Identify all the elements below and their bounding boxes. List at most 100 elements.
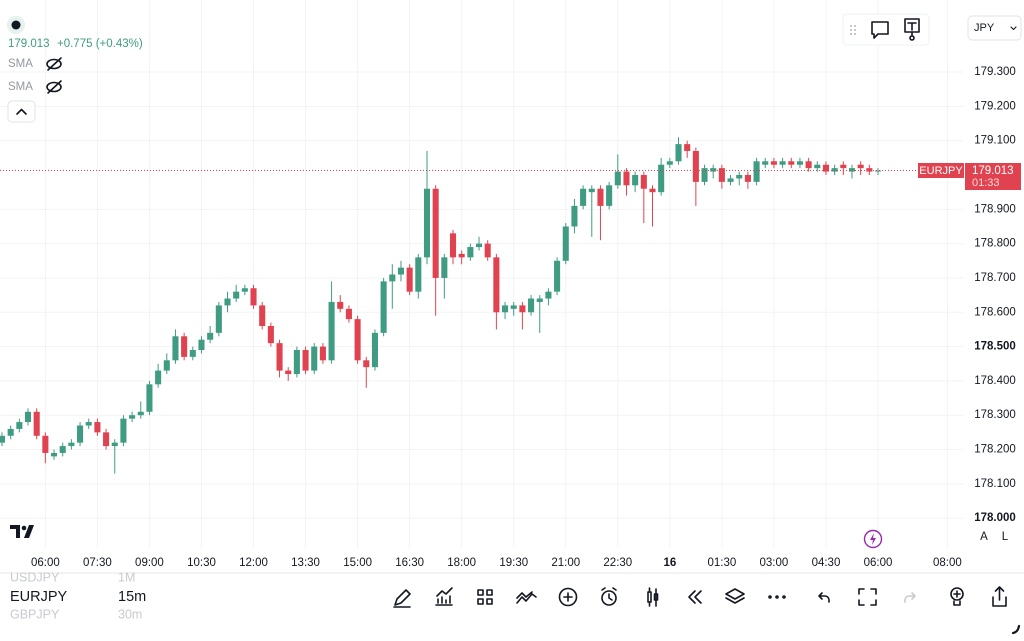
candle-body bbox=[59, 446, 66, 453]
candle-body bbox=[129, 415, 136, 419]
candle-body bbox=[241, 288, 248, 292]
candle-body bbox=[233, 291, 240, 299]
x-tick-label: 10:30 bbox=[187, 557, 216, 569]
candle-body bbox=[779, 161, 786, 165]
symbol-option[interactable]: USDJPY bbox=[10, 570, 60, 584]
templates-icon[interactable] bbox=[477, 589, 493, 605]
candle-body bbox=[16, 422, 23, 429]
candle-body bbox=[423, 188, 431, 258]
text-icon[interactable] bbox=[904, 18, 920, 41]
add-icon[interactable] bbox=[558, 587, 578, 607]
candle-body bbox=[103, 432, 110, 447]
interval-option[interactable]: 1M bbox=[118, 570, 135, 584]
x-tick-label: 18:00 bbox=[447, 557, 476, 569]
share-icon[interactable] bbox=[992, 586, 1007, 607]
status-dot bbox=[11, 20, 21, 30]
indicators-icon[interactable] bbox=[435, 587, 453, 606]
interval-option[interactable]: 30m bbox=[118, 607, 142, 621]
compare-icon[interactable] bbox=[516, 591, 537, 604]
x-tick-label: 16:30 bbox=[395, 557, 424, 569]
candle-body bbox=[580, 188, 587, 206]
y-tick-label: 178.800 bbox=[974, 238, 1016, 250]
chart-type-icon[interactable] bbox=[647, 587, 659, 607]
x-tick-label: 06:00 bbox=[864, 557, 893, 569]
candle-body bbox=[710, 168, 717, 172]
candle-body bbox=[519, 305, 526, 313]
resize-corner bbox=[1011, 624, 1021, 635]
x-tick-label: 16 bbox=[663, 557, 676, 569]
candle-body bbox=[528, 298, 535, 313]
candle-body bbox=[571, 205, 578, 227]
hide-icon[interactable] bbox=[46, 80, 62, 94]
candle-body bbox=[7, 428, 14, 436]
x-tick-label: 21:00 bbox=[551, 557, 580, 569]
hide-icon[interactable] bbox=[46, 57, 62, 71]
candle-body bbox=[146, 384, 153, 412]
candle-body bbox=[536, 298, 543, 302]
undo-icon[interactable] bbox=[818, 592, 830, 603]
comment-icon[interactable] bbox=[871, 21, 889, 39]
alert-icon[interactable] bbox=[601, 587, 617, 606]
symbol-option[interactable]: GBPJPY bbox=[10, 607, 60, 621]
drag-handle[interactable] bbox=[850, 25, 856, 35]
x-tick-label: 22:30 bbox=[603, 557, 632, 569]
candle-body bbox=[293, 350, 300, 375]
redo-icon[interactable] bbox=[904, 592, 916, 603]
candle-body bbox=[163, 360, 170, 371]
candle-body bbox=[380, 281, 387, 333]
log-scale-button[interactable]: L bbox=[1002, 531, 1009, 543]
candle-body bbox=[666, 161, 673, 165]
candle-body bbox=[449, 233, 457, 258]
candle-body bbox=[85, 422, 92, 426]
x-tick-label: 12:00 bbox=[239, 557, 268, 569]
candle-body bbox=[77, 425, 84, 443]
candle-body bbox=[328, 301, 335, 361]
candle-body bbox=[831, 168, 838, 172]
symbol-selected[interactable]: EURJPY bbox=[10, 589, 68, 605]
candle-body bbox=[33, 411, 40, 436]
indicator-name: SMA bbox=[8, 58, 33, 70]
collapse-button[interactable] bbox=[7, 100, 36, 123]
caret-icon bbox=[16, 108, 27, 115]
candle-body bbox=[24, 411, 32, 423]
y-tick-label: 179.200 bbox=[974, 100, 1016, 112]
y-tick-label: 178.000 bbox=[974, 512, 1016, 524]
caret-icon bbox=[1010, 26, 1017, 31]
candle-body bbox=[371, 332, 378, 368]
candle-body bbox=[762, 161, 769, 165]
candle-body bbox=[363, 360, 370, 368]
ideas-icon[interactable] bbox=[950, 587, 964, 606]
x-tick-label: 04:30 bbox=[812, 557, 841, 569]
interval-selected[interactable]: 15m bbox=[118, 589, 146, 605]
logo bbox=[10, 525, 34, 538]
candle-body bbox=[198, 339, 205, 351]
auto-scale-button[interactable]: A bbox=[980, 531, 988, 543]
replay-icon[interactable] bbox=[688, 590, 702, 604]
candle-body bbox=[345, 308, 352, 320]
candle-body bbox=[207, 332, 214, 340]
x-tick-label: 08:00 bbox=[933, 557, 962, 569]
candle-body bbox=[276, 343, 283, 371]
draw-icon[interactable] bbox=[393, 589, 411, 608]
layers-icon[interactable] bbox=[725, 588, 745, 604]
y-tick-label: 178.900 bbox=[974, 203, 1016, 215]
symbol-tag bbox=[918, 163, 964, 178]
currency-select[interactable] bbox=[967, 15, 1022, 41]
candle-body bbox=[432, 188, 439, 278]
more-icon[interactable] bbox=[768, 595, 786, 599]
lightning-icon bbox=[870, 533, 876, 545]
fullscreen-icon[interactable] bbox=[858, 588, 877, 606]
candle-body bbox=[874, 170, 882, 172]
candle-body bbox=[441, 257, 448, 278]
candle-body bbox=[649, 188, 656, 193]
candle-body bbox=[94, 422, 101, 433]
candle-body bbox=[727, 178, 734, 182]
candle-body bbox=[744, 175, 751, 182]
candle-body bbox=[684, 144, 691, 151]
candle-body bbox=[337, 301, 344, 309]
candle-body bbox=[692, 150, 699, 182]
candle-body bbox=[796, 161, 803, 165]
x-tick-label: 13:30 bbox=[291, 557, 320, 569]
x-tick-label: 19:30 bbox=[499, 557, 528, 569]
candle-body bbox=[0, 435, 6, 443]
